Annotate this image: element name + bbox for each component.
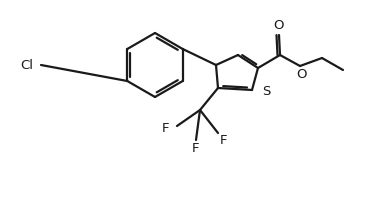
Text: F: F [192,142,200,154]
Text: F: F [220,134,228,148]
Text: F: F [162,122,170,134]
Text: Cl: Cl [20,58,33,71]
Text: O: O [297,68,307,81]
Text: O: O [274,18,284,31]
Text: S: S [262,85,270,97]
